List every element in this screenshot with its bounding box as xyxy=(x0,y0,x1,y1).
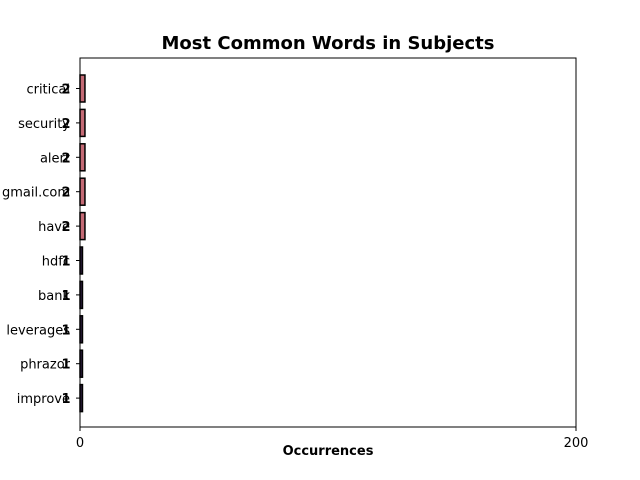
value-label: 1 xyxy=(61,289,70,304)
value-label: 2 xyxy=(61,83,70,98)
x-tick-label: 0 xyxy=(76,436,84,451)
bars-group xyxy=(79,74,86,413)
y-tick-label: phrazor xyxy=(20,358,71,373)
value-label: 1 xyxy=(61,255,70,270)
bar-security xyxy=(79,108,86,138)
value-label: 2 xyxy=(61,151,70,166)
value-label: 2 xyxy=(61,220,70,235)
x-ticks: 0 200 xyxy=(76,427,589,451)
value-label: 1 xyxy=(61,323,70,338)
y-tick-labels: critical security alert gmail.com have hdfc ba… xyxy=(2,83,80,407)
value-label: 2 xyxy=(61,117,70,132)
y-tick-label: bank xyxy=(38,289,70,304)
chart-title: Most Common Words in Subjects xyxy=(162,33,495,54)
y-tick-label: hdfc xyxy=(42,255,70,270)
value-labels: 2 2 2 2 2 1 1 1 1 1 xyxy=(61,83,70,408)
value-label: 1 xyxy=(61,392,70,407)
plot-frame xyxy=(79,57,577,428)
x-axis-label: Occurrences xyxy=(283,444,374,459)
y-tick-label: gmail.com xyxy=(2,186,70,201)
bar-have xyxy=(79,211,86,241)
bar-alert xyxy=(79,143,86,172)
y-tick-label: security xyxy=(18,117,70,132)
bar-gmail-com xyxy=(79,177,86,206)
y-tick-label: alert xyxy=(40,151,70,166)
y-tick-label: critical xyxy=(26,83,70,98)
value-label: 2 xyxy=(61,186,70,201)
y-tick-label: have xyxy=(38,220,70,235)
value-label: 1 xyxy=(61,358,70,373)
y-tick-label: leverages xyxy=(6,323,70,338)
x-tick-label: 200 xyxy=(564,436,589,451)
y-tick-label: improve xyxy=(17,392,70,407)
bar-critical xyxy=(79,74,86,103)
